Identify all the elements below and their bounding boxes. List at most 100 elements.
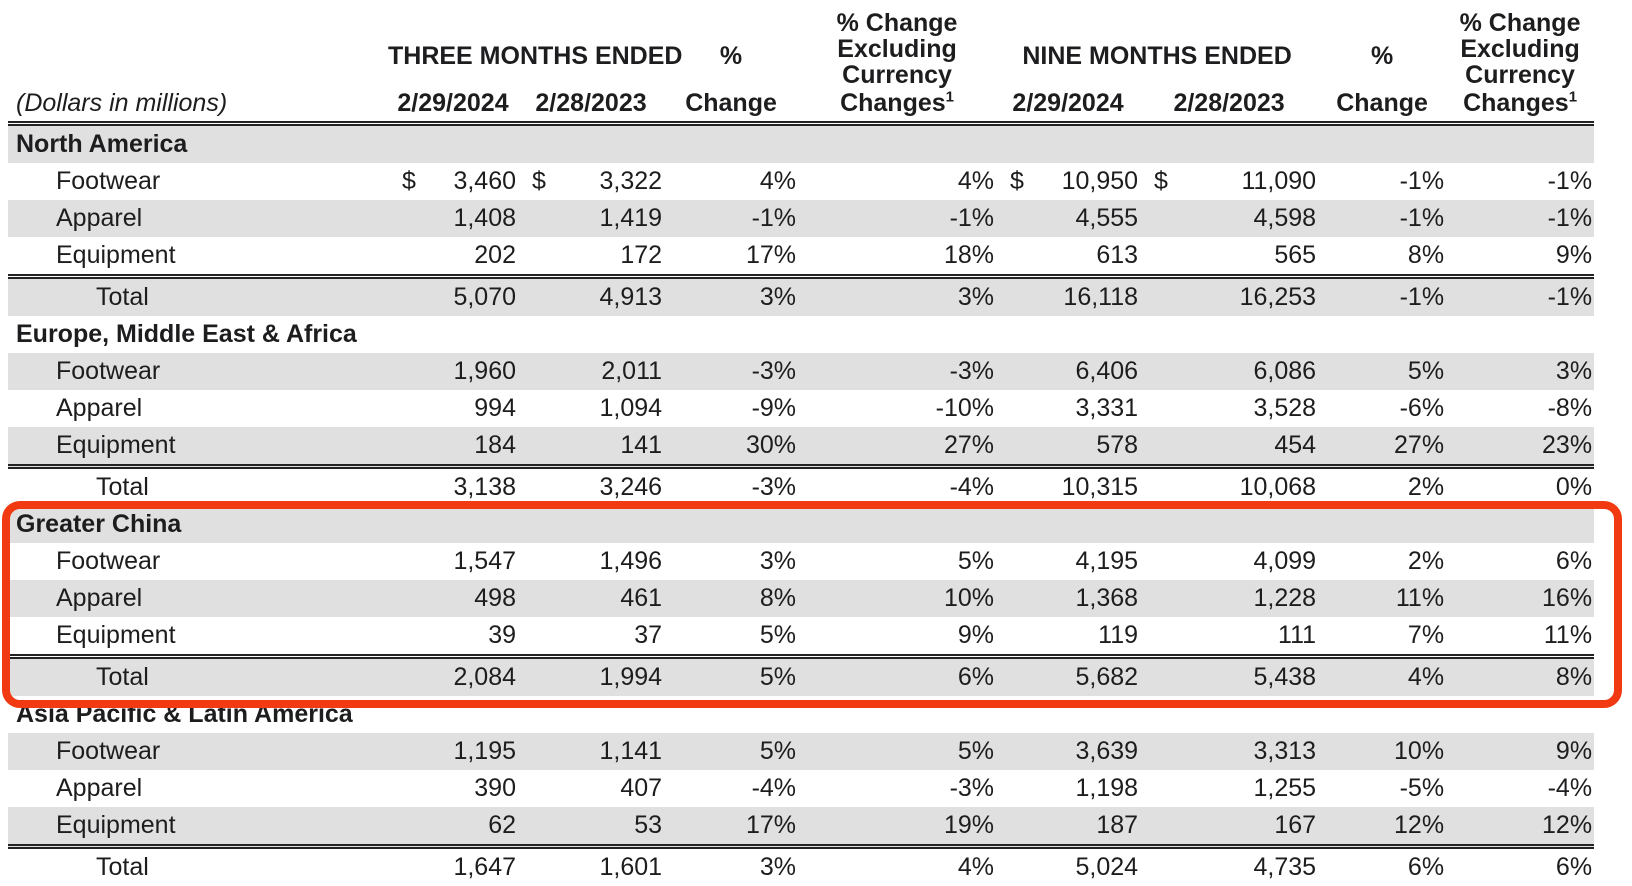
pct-change-3m-header-top: % (664, 4, 798, 88)
value-3m-2023: 3,322 (550, 163, 664, 200)
row-label: Equipment (8, 427, 388, 467)
value-3m-2024: 1,547 (416, 543, 518, 580)
pct-change-3m: -1% (664, 200, 798, 237)
row-label: Equipment (8, 617, 388, 657)
currency-symbol (518, 427, 550, 467)
pct-change-9m: 7% (1318, 617, 1446, 657)
currency-symbol (518, 580, 550, 617)
currency-symbol (518, 807, 550, 847)
currency-symbol: $ (996, 163, 1024, 200)
currency-symbol (388, 770, 416, 807)
table-row: Equipment 202 172 17% 18% 613 565 8% 9% (8, 237, 1594, 277)
table-row: Footwear 1,195 1,141 5% 5% 3,639 3,313 1… (8, 733, 1594, 770)
value-3m-2023: 141 (550, 427, 664, 467)
currency-symbol (996, 277, 1024, 317)
currency-symbol (996, 467, 1024, 507)
pct-change-fx-3m: 3% (798, 277, 996, 317)
currency-symbol (1140, 353, 1180, 390)
pct-change-9m: 12% (1318, 807, 1446, 847)
total-row: Total 1,647 1,601 3% 4% 5,024 4,735 6% 6… (8, 847, 1594, 886)
pct-change-fx-3m: 19% (798, 807, 996, 847)
row-label: Apparel (8, 770, 388, 807)
value-3m-2023: 1,496 (550, 543, 664, 580)
date-3m-2023-header: 2/28/2023 (518, 88, 664, 124)
value-9m-2023: 16,253 (1180, 277, 1318, 317)
pct-change-fx-9m: 6% (1446, 543, 1594, 580)
pct-change-fx-9m: -8% (1446, 390, 1594, 427)
currency-symbol (996, 543, 1024, 580)
nine-months-ended-header: NINE MONTHS ENDED (996, 4, 1318, 88)
value-9m-2023: 454 (1180, 427, 1318, 467)
total-row: Total 3,138 3,246 -3% -4% 10,315 10,068 … (8, 467, 1594, 507)
pct-change-3m: 3% (664, 277, 798, 317)
currency-symbol (388, 237, 416, 277)
value-9m-2024: 1,368 (1024, 580, 1140, 617)
pct-change-9m: 2% (1318, 467, 1446, 507)
pct-change-9m: 27% (1318, 427, 1446, 467)
pct-change-3m: -3% (664, 467, 798, 507)
currency-symbol (518, 390, 550, 427)
pct-change-3m: 17% (664, 807, 798, 847)
value-3m-2024: 184 (416, 427, 518, 467)
pct-change-3m: 8% (664, 580, 798, 617)
total-row: Total 2,084 1,994 5% 6% 5,682 5,438 4% 8… (8, 657, 1594, 697)
table-row: Equipment 62 53 17% 19% 187 167 12% 12% (8, 807, 1594, 847)
currency-symbol (996, 807, 1024, 847)
row-label: Apparel (8, 390, 388, 427)
value-3m-2023: 4,913 (550, 277, 664, 317)
pct-change-fx-3m: 18% (798, 237, 996, 277)
pct-change-fx-9m-header-top: % Change Excluding Currency (1446, 4, 1594, 88)
section-header-row: Greater China (8, 506, 1594, 543)
pct-change-9m: -1% (1318, 200, 1446, 237)
section-header-row: Europe, Middle East & Africa (8, 316, 1594, 353)
value-9m-2024: 4,195 (1024, 543, 1140, 580)
pct-change-3m: 5% (664, 657, 798, 697)
currency-symbol (388, 580, 416, 617)
currency-symbol (388, 807, 416, 847)
row-label: Footwear (8, 353, 388, 390)
value-9m-2023: 6,086 (1180, 353, 1318, 390)
value-3m-2023: 1,141 (550, 733, 664, 770)
currency-symbol: $ (1140, 163, 1180, 200)
header-spacer (8, 4, 388, 88)
pct-change-fx-9m: -1% (1446, 277, 1594, 317)
currency-symbol (1140, 733, 1180, 770)
currency-symbol (996, 390, 1024, 427)
pct-change-fx-9m: 11% (1446, 617, 1594, 657)
currency-symbol (518, 467, 550, 507)
fx-header-last-word: Changes (1463, 89, 1569, 117)
pct-change-9m: -5% (1318, 770, 1446, 807)
fx-header-line: Excluding (1446, 36, 1594, 62)
value-9m-2024: 4,555 (1024, 200, 1140, 237)
value-9m-2023: 4,735 (1180, 847, 1318, 886)
table-row: Apparel 390 407 -4% -3% 1,198 1,255 -5% … (8, 770, 1594, 807)
fx-header-last-word: Changes (840, 89, 946, 117)
currency-symbol (518, 353, 550, 390)
pct-change-fx-9m: -4% (1446, 770, 1594, 807)
currency-symbol (388, 543, 416, 580)
pct-change-fx-9m: 8% (1446, 657, 1594, 697)
value-9m-2024: 119 (1024, 617, 1140, 657)
value-3m-2023: 53 (550, 807, 664, 847)
row-label: Equipment (8, 237, 388, 277)
value-3m-2023: 407 (550, 770, 664, 807)
value-3m-2024: 3,460 (416, 163, 518, 200)
date-9m-2024-header: 2/29/2024 (996, 88, 1140, 124)
table-body: North America Footwear $ 3,460 $ 3,322 4… (8, 124, 1594, 886)
currency-symbol (1140, 427, 1180, 467)
header-row-bottom: (Dollars in millions) 2/29/2024 2/28/202… (8, 88, 1594, 124)
currency-symbol: $ (388, 163, 416, 200)
currency-symbol (1140, 467, 1180, 507)
value-3m-2023: 172 (550, 237, 664, 277)
pct-change-fx-9m: 3% (1446, 353, 1594, 390)
fx-header-line: % Change (1446, 10, 1594, 36)
pct-change-fx-9m: 12% (1446, 807, 1594, 847)
currency-symbol (518, 237, 550, 277)
pct-change-fx-9m: 9% (1446, 733, 1594, 770)
value-9m-2023: 565 (1180, 237, 1318, 277)
pct-change-9m: 5% (1318, 353, 1446, 390)
currency-symbol (1140, 807, 1180, 847)
currency-symbol (996, 200, 1024, 237)
value-9m-2023: 3,528 (1180, 390, 1318, 427)
currency-symbol (1140, 580, 1180, 617)
